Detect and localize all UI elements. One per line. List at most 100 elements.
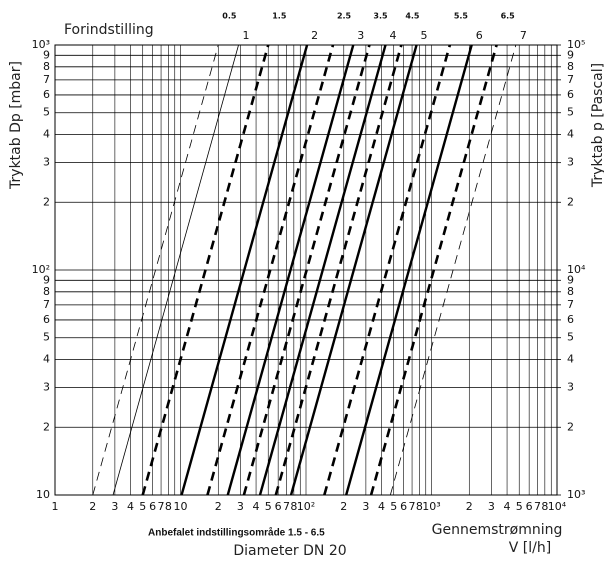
x-tick-label: 8 (541, 500, 548, 513)
y-axis-label: Tryktab Dp [mbar] (8, 61, 24, 190)
x-tick-label: 3 (237, 500, 244, 513)
x-tick-label: 3 (488, 500, 495, 513)
y-tick-label: 10³ (32, 38, 50, 51)
x-tick-label: 7 (534, 500, 541, 513)
chart-title: Forindstilling (64, 22, 154, 38)
line (242, 44, 371, 496)
y2-tick-label: 8 (567, 285, 574, 298)
x-tick-label: 2 (340, 500, 347, 513)
y2-tick-label: 10⁵ (567, 38, 585, 51)
x-tick-label: 5 (265, 500, 272, 513)
y2-axis-label: Tryktab p [Pascal] (590, 63, 604, 188)
y-tick-label: 9 (43, 273, 50, 286)
y-tick-label: 7 (43, 73, 50, 86)
series-label: 7 (520, 29, 527, 42)
series-label: 3 (357, 29, 364, 42)
series-label: 2 (311, 29, 318, 42)
x-tick-label: 6 (275, 500, 282, 513)
x-tick-label: 2 (215, 500, 222, 513)
y2-tick-label: 3 (567, 156, 574, 169)
y2-tick-label: 9 (567, 273, 574, 286)
series-label: 5 (421, 29, 428, 42)
y-tick-label: 4 (43, 353, 50, 366)
x-tick-label: 10⁴ (548, 500, 567, 513)
x-tick-label: 8 (416, 500, 423, 513)
y-tick-label: 8 (43, 60, 50, 73)
line (112, 44, 239, 496)
y-tick-label: 10 (36, 488, 50, 501)
x-tick-label: 1 (52, 500, 59, 513)
x-tick-label: 3 (111, 500, 118, 513)
y2-tick-label: 10⁴ (567, 263, 586, 276)
series-label: 6.5 (501, 12, 516, 21)
series-label: 2.5 (337, 12, 352, 21)
y2-tick-label: 6 (567, 88, 574, 101)
y2-tick-label: 10³ (567, 488, 585, 501)
y2-tick-label: 6 (567, 313, 574, 326)
y-tick-label: 6 (43, 313, 50, 326)
series-label: 1 (243, 29, 250, 42)
y-tick-label: 10² (32, 263, 50, 276)
annotation: Diameter DN 20 (233, 543, 346, 559)
series-label: 4 (390, 29, 397, 42)
x-tick-label: 3 (362, 500, 369, 513)
y-tick-label: 2 (43, 195, 50, 208)
line (369, 44, 498, 496)
y2-tick-label: 7 (567, 73, 574, 86)
x-tick-label: 5 (516, 500, 523, 513)
x-tick-label: 8 (290, 500, 297, 513)
line (258, 44, 387, 496)
x-tick-label: 6 (400, 500, 407, 513)
line (345, 44, 473, 496)
x-tick-label: 10² (297, 500, 315, 513)
x-axis-label: V [l/h] (509, 540, 551, 556)
y2-tick-label: 5 (567, 106, 574, 119)
y2-tick-label: 8 (567, 60, 574, 73)
y-tick-label: 3 (43, 381, 50, 394)
y2-tick-label: 2 (567, 420, 574, 433)
y2-tick-label: 5 (567, 331, 574, 344)
series-label: 1.5 (272, 12, 287, 21)
y-tick-label: 3 (43, 156, 50, 169)
line (389, 44, 517, 496)
line (226, 44, 355, 496)
y-tick-label: 8 (43, 285, 50, 298)
x-tick-label: 4 (504, 500, 511, 513)
y-tick-label: 9 (43, 48, 50, 61)
line (289, 44, 418, 496)
x-tick-label: 2 (89, 500, 96, 513)
y-tick-label: 5 (43, 106, 50, 119)
x-tick-label: 2 (466, 500, 473, 513)
y2-tick-label: 3 (567, 381, 574, 394)
line (141, 44, 270, 496)
x-tick-label: 4 (378, 500, 385, 513)
x-tick-label: 6 (149, 500, 156, 513)
y2-tick-label: 4 (567, 353, 574, 366)
y-tick-label: 7 (43, 298, 50, 311)
line (92, 44, 219, 496)
line (180, 44, 309, 496)
y2-tick-label: 2 (567, 195, 574, 208)
y2-tick-label: 7 (567, 298, 574, 311)
x-tick-label: 7 (409, 500, 416, 513)
x-tick-label: 8 (165, 500, 172, 513)
series-label: 6 (476, 29, 483, 42)
line (323, 44, 452, 496)
x-tick-label: 7 (283, 500, 290, 513)
y-tick-label: 5 (43, 331, 50, 344)
y-tick-label: 4 (43, 128, 50, 141)
x-tick-label: 4 (127, 500, 134, 513)
x-tick-label: 6 (526, 500, 533, 513)
y2-tick-label: 9 (567, 48, 574, 61)
x-tick-label: 5 (139, 500, 146, 513)
x-tick-label: 4 (253, 500, 260, 513)
y2-tick-label: 4 (567, 128, 574, 141)
line (206, 44, 335, 496)
series-label: 4.5 (405, 12, 420, 21)
x-tick-label: 10³ (422, 500, 440, 513)
x-tick-label: 7 (158, 500, 165, 513)
series-label: 3.5 (373, 12, 388, 21)
y-tick-label: 2 (43, 420, 50, 433)
line (274, 44, 403, 496)
